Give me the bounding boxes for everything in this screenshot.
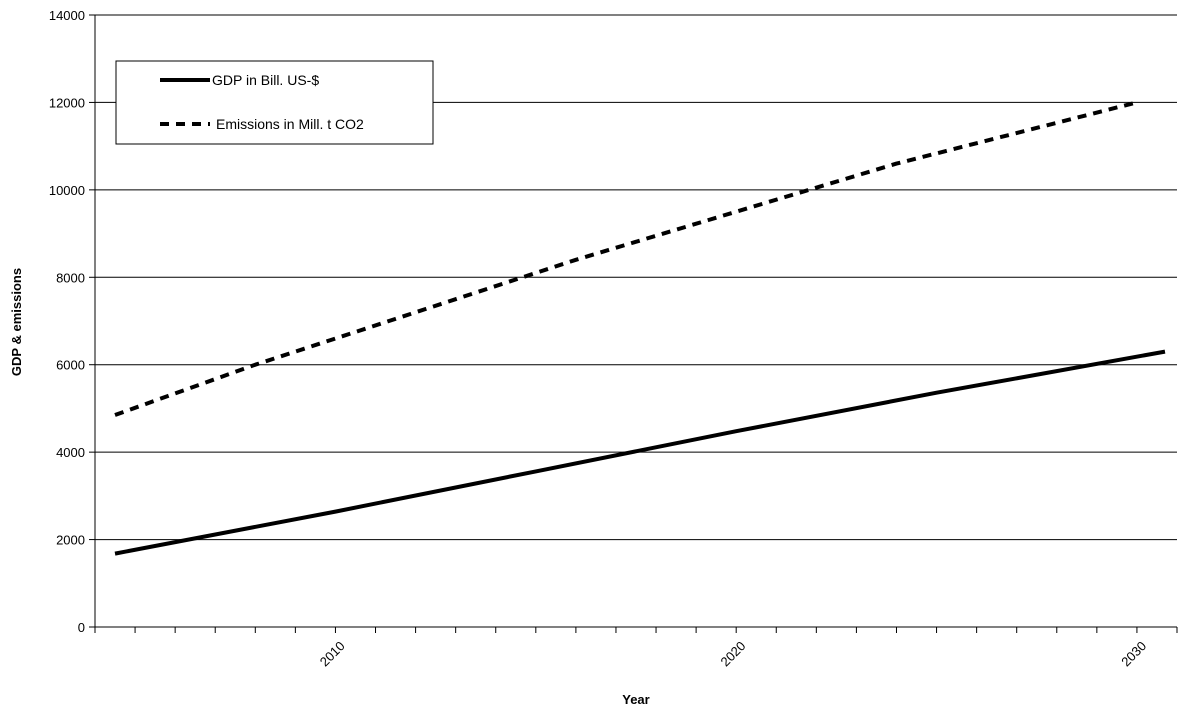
y-axis-title: GDP & emissions: [9, 268, 24, 376]
y-tick-label: 0: [78, 620, 85, 635]
y-tick-label: 14000: [49, 8, 85, 23]
y-tick-label: 6000: [56, 358, 85, 373]
y-tick-label: 8000: [56, 270, 85, 285]
x-tick-label: 2030: [1118, 638, 1149, 669]
x-tick-label: 2010: [317, 638, 348, 669]
x-axis-title: Year: [622, 692, 649, 707]
y-tick-label: 4000: [56, 445, 85, 460]
y-tick-label: 10000: [49, 183, 85, 198]
x-tick-labels: 2010 2020 2030: [317, 638, 1150, 669]
legend-label-gdp: GDP in Bill. US-$: [212, 72, 319, 88]
y-tick-label: 2000: [56, 533, 85, 548]
series-line-emissions: [114, 100, 1138, 417]
legend: GDP in Bill. US-$ Emissions in Mill. t C…: [115, 60, 434, 145]
y-tick-label: 12000: [49, 95, 85, 110]
legend-box: [115, 60, 434, 145]
legend-label-emissions: Emissions in Mill. t CO2: [216, 116, 364, 132]
y-tick-labels: 0 2000 4000 6000 8000 10000 12000 14000: [49, 8, 85, 635]
series-line-gdp: [114, 349, 1166, 556]
series-lines: [114, 100, 1166, 556]
axes: [89, 14, 1178, 633]
x-tick-label: 2020: [717, 638, 748, 669]
